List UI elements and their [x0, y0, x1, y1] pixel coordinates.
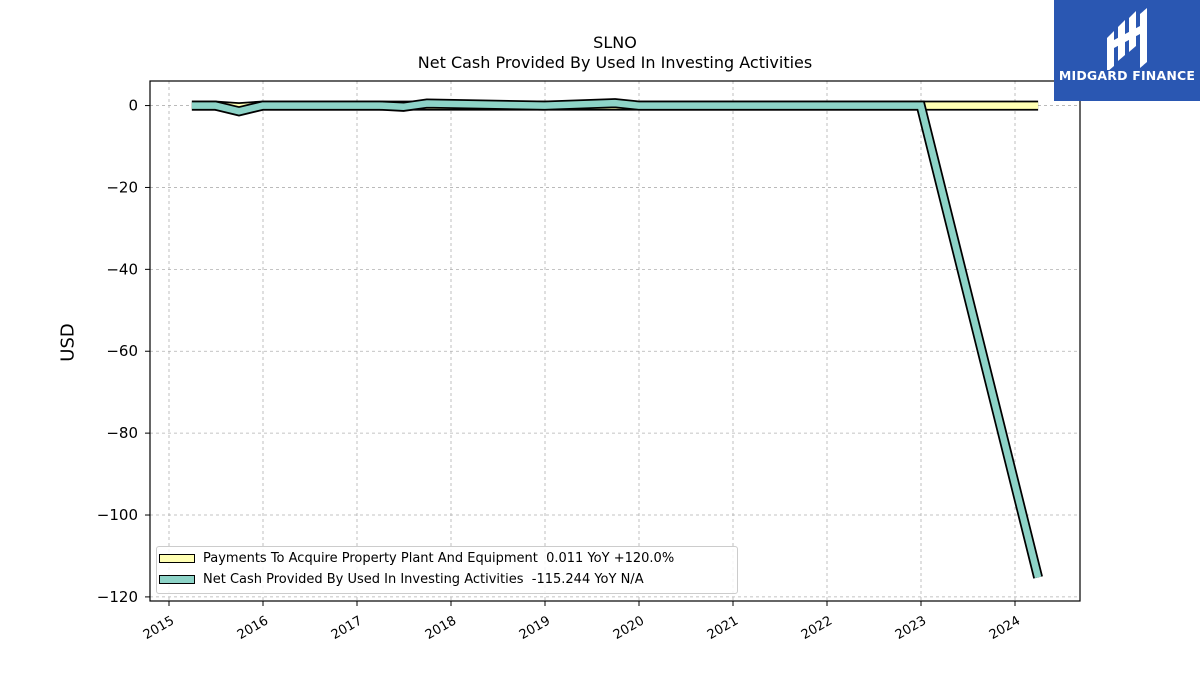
- y-tick-label: −120: [97, 588, 138, 606]
- x-tick-label: 2022: [799, 613, 835, 643]
- logo-mark-icon: [1107, 8, 1147, 72]
- legend-label: Net Cash Provided By Used In Investing A…: [203, 572, 644, 587]
- x-tick-label: 2019: [517, 613, 553, 643]
- x-tick-label: 2017: [329, 613, 365, 643]
- series-line: [191, 99, 1042, 579]
- x-tick-label: 2021: [705, 613, 741, 643]
- x-tick-label: 2015: [141, 613, 177, 643]
- y-tick-label: −60: [106, 342, 138, 360]
- y-tick-label: −100: [97, 506, 138, 524]
- y-tick-label: −20: [106, 178, 138, 196]
- y-tick-label: −80: [106, 424, 138, 442]
- legend-label: Payments To Acquire Property Plant And E…: [203, 551, 675, 566]
- y-tick-label: 0: [128, 97, 138, 115]
- chart-title: SLNO: [593, 33, 637, 52]
- chart-legend: Payments To Acquire Property Plant And E…: [156, 546, 738, 594]
- grid: [150, 81, 1080, 601]
- series-outline: [191, 98, 1043, 579]
- logo-text: MIDGARD FINANCE: [1058, 68, 1196, 83]
- x-tick-label: 2023: [893, 613, 929, 643]
- midgard-finance-logo: MIDGARD FINANCE: [1054, 0, 1200, 101]
- x-tick-label: 2020: [611, 613, 647, 643]
- series-layer: [191, 98, 1043, 579]
- chart-subtitle: Net Cash Provided By Used In Investing A…: [417, 53, 813, 72]
- x-tick-label: 2024: [987, 613, 1023, 643]
- x-tick-label: 2016: [235, 613, 271, 643]
- legend-swatch: [159, 575, 195, 584]
- legend-swatch: [159, 554, 195, 563]
- y-axis-label: USD: [57, 323, 79, 362]
- x-tick-label: 2018: [423, 613, 459, 643]
- plot-frame: [149, 80, 1081, 602]
- y-tick-label: −40: [106, 260, 138, 278]
